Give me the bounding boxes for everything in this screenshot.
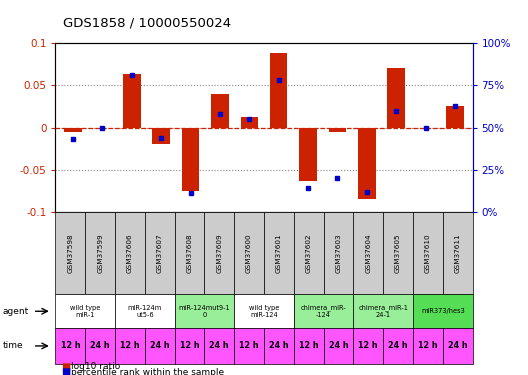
Text: 12 h: 12 h (61, 341, 80, 350)
Text: GSM37606: GSM37606 (127, 233, 133, 273)
Text: ■: ■ (61, 368, 70, 375)
Text: GSM37608: GSM37608 (186, 233, 193, 273)
Text: log10 ratio: log10 ratio (71, 362, 120, 371)
Bar (358, 128, 375, 199)
Text: GSM37601: GSM37601 (276, 233, 282, 273)
Bar (446, 106, 464, 128)
Text: GDS1858 / 10000550024: GDS1858 / 10000550024 (63, 16, 231, 29)
Bar (64, 128, 82, 132)
Text: GSM37600: GSM37600 (246, 233, 252, 273)
Text: 24 h: 24 h (388, 341, 408, 350)
Bar (182, 128, 200, 191)
Text: 12 h: 12 h (299, 341, 318, 350)
Bar (123, 74, 140, 128)
Text: GSM37607: GSM37607 (157, 233, 163, 273)
Text: 24 h: 24 h (90, 341, 110, 350)
Text: 24 h: 24 h (328, 341, 348, 350)
Text: percentile rank within the sample: percentile rank within the sample (71, 368, 224, 375)
Text: miR-124m
ut5-6: miR-124m ut5-6 (128, 305, 162, 318)
Text: GSM37605: GSM37605 (395, 233, 401, 273)
Bar (328, 128, 346, 132)
Text: chimera_miR-
-124: chimera_miR- -124 (301, 304, 346, 318)
Bar (299, 128, 317, 181)
Bar (388, 68, 405, 128)
Text: 12 h: 12 h (418, 341, 438, 350)
Text: chimera_miR-1
24-1: chimera_miR-1 24-1 (358, 304, 408, 318)
Bar (270, 53, 288, 128)
Text: wild type
miR-124: wild type miR-124 (249, 305, 279, 318)
Text: GSM37603: GSM37603 (335, 233, 342, 273)
Bar (240, 117, 258, 128)
Bar (153, 128, 170, 144)
Text: 12 h: 12 h (239, 341, 259, 350)
Bar (211, 94, 229, 128)
Text: 12 h: 12 h (120, 341, 140, 350)
Text: 24 h: 24 h (448, 341, 467, 350)
Text: GSM37604: GSM37604 (365, 233, 371, 273)
Text: GSM37609: GSM37609 (216, 233, 222, 273)
Text: GSM37598: GSM37598 (68, 233, 73, 273)
Text: 12 h: 12 h (180, 341, 200, 350)
Text: miR373/hes3: miR373/hes3 (421, 308, 465, 314)
Text: 12 h: 12 h (359, 341, 378, 350)
Text: GSM37599: GSM37599 (97, 233, 103, 273)
Text: agent: agent (3, 307, 29, 316)
Text: 24 h: 24 h (150, 341, 169, 350)
Text: time: time (3, 341, 23, 350)
Text: ■: ■ (61, 362, 70, 372)
Text: 24 h: 24 h (269, 341, 289, 350)
Text: GSM37611: GSM37611 (455, 233, 460, 273)
Text: GSM37610: GSM37610 (425, 233, 431, 273)
Text: miR-124mut9-1
0: miR-124mut9-1 0 (178, 305, 230, 318)
Text: GSM37602: GSM37602 (306, 233, 312, 273)
Text: wild type
miR-1: wild type miR-1 (70, 305, 100, 318)
Text: 24 h: 24 h (210, 341, 229, 350)
